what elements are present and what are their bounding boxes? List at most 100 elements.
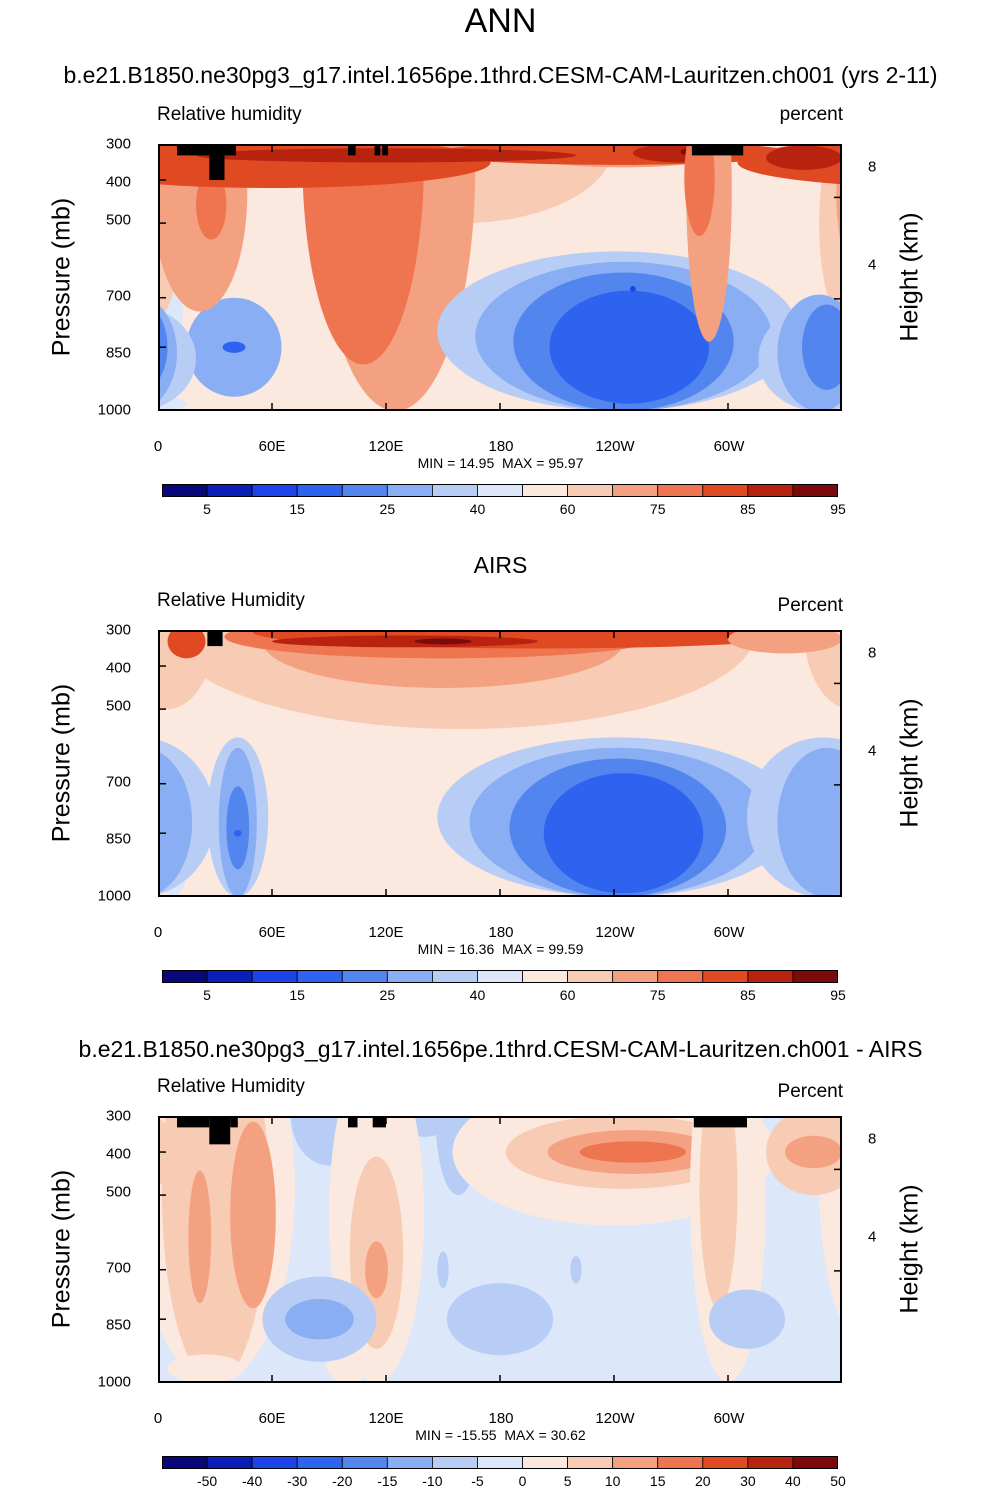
colorbar-box bbox=[162, 484, 208, 497]
pressure-tick: 500 bbox=[105, 1183, 131, 1201]
topography-mask bbox=[177, 1116, 210, 1128]
topography-mask bbox=[693, 1116, 747, 1128]
colorbar-box bbox=[386, 970, 433, 983]
contour-region bbox=[777, 747, 842, 897]
colorbar-label: 40 bbox=[469, 987, 486, 1003]
pressure-tick: 850 bbox=[105, 344, 131, 362]
pressure-tick: 1000 bbox=[97, 401, 131, 419]
pressure-tick: 500 bbox=[105, 211, 131, 229]
pressure-tick: 1000 bbox=[97, 1373, 131, 1391]
colorbar-label: -15 bbox=[377, 1473, 398, 1489]
contour-region bbox=[819, 144, 842, 317]
contour-region bbox=[570, 1255, 582, 1284]
contour-region bbox=[158, 1117, 177, 1187]
colorbar-label: 85 bbox=[740, 501, 756, 517]
colorbar-box bbox=[341, 484, 388, 497]
contour-region bbox=[630, 286, 636, 293]
colorbar-box bbox=[251, 970, 298, 983]
colorbar-box bbox=[477, 970, 523, 983]
panel-left-label: Relative Humidity bbox=[157, 1076, 305, 1097]
y2-axis-label: Height (km) bbox=[895, 1184, 924, 1314]
obs-title: AIRS bbox=[473, 552, 528, 578]
plot-frame bbox=[158, 630, 842, 897]
colorbar-box bbox=[477, 484, 523, 497]
colorbar-label: 5 bbox=[563, 1473, 572, 1489]
contour-region bbox=[167, 1354, 244, 1383]
colorbar-label: 60 bbox=[559, 987, 576, 1003]
colorbar-label: 20 bbox=[695, 1473, 711, 1489]
colorbar bbox=[162, 970, 838, 983]
colorbar-label: 95 bbox=[830, 987, 846, 1003]
topography-mask bbox=[374, 144, 381, 156]
contour-region bbox=[699, 1116, 738, 1309]
colorbar-label: -40 bbox=[242, 1473, 263, 1489]
colorbar-box bbox=[296, 970, 343, 983]
topography-mask bbox=[382, 144, 388, 156]
contour-region bbox=[302, 144, 424, 365]
pressure-tick: 400 bbox=[105, 659, 131, 677]
plot-frame bbox=[158, 144, 842, 411]
pressure-tick: 400 bbox=[105, 173, 131, 191]
colorbar-box bbox=[341, 1456, 388, 1469]
contour-region bbox=[579, 1141, 687, 1163]
lon-tick: 120E bbox=[368, 924, 404, 941]
lon-tick: 60W bbox=[713, 1410, 745, 1427]
colorbar-box bbox=[657, 1456, 704, 1469]
y2-axis-label: Height (km) bbox=[895, 212, 924, 342]
pressure-tick: 700 bbox=[105, 773, 131, 791]
height-tick: 4 bbox=[868, 256, 877, 274]
min-max-readout: MIN = -15.55 MAX = 30.62 bbox=[415, 1427, 586, 1443]
contour-region bbox=[412, 817, 436, 828]
topography-mask bbox=[230, 1116, 238, 1128]
colorbar-box bbox=[522, 1456, 568, 1469]
contour-region bbox=[728, 630, 842, 654]
contour-region bbox=[338, 830, 358, 883]
pressure-tick: 400 bbox=[105, 1145, 131, 1163]
lon-tick: 120W bbox=[595, 438, 635, 455]
contour-region bbox=[222, 341, 246, 353]
lon-tick: 0 bbox=[153, 438, 163, 455]
topography-mask bbox=[691, 144, 744, 156]
difference-title: b.e21.B1850.ne30pg3_g17.intel.1656pe.1th… bbox=[78, 1036, 923, 1062]
contour-plot bbox=[158, 1116, 842, 1383]
colorbar-label: 15 bbox=[649, 1473, 666, 1489]
panel-left-label: Relative humidity bbox=[157, 104, 302, 125]
colorbar-box bbox=[702, 1456, 749, 1469]
colorbar-box bbox=[522, 484, 568, 497]
pressure-tick: 850 bbox=[105, 1316, 131, 1334]
lon-tick: 180 bbox=[488, 438, 514, 455]
contour-region bbox=[549, 290, 709, 404]
colorbar-box bbox=[386, 1456, 433, 1469]
lon-tick: 120W bbox=[595, 1410, 635, 1427]
colorbar-label: 0 bbox=[518, 1473, 527, 1489]
pressure-tick: 700 bbox=[105, 1259, 131, 1277]
contour-region bbox=[272, 635, 538, 648]
colorbar-box bbox=[612, 970, 659, 983]
lon-tick: 180 bbox=[488, 1410, 514, 1427]
colorbar-box bbox=[612, 484, 659, 497]
colorbar-label: 15 bbox=[289, 501, 305, 517]
lon-tick: 0 bbox=[153, 924, 163, 941]
colorbar-label: 25 bbox=[379, 987, 396, 1003]
colorbar-label: 75 bbox=[649, 501, 666, 517]
colorbar-box bbox=[567, 1456, 614, 1469]
contour-region bbox=[684, 144, 715, 237]
min-max-readout: MIN = 16.36 MAX = 99.59 bbox=[417, 941, 584, 957]
colorbar-box bbox=[477, 1456, 523, 1469]
lon-tick: 120W bbox=[595, 924, 635, 941]
contour-region bbox=[785, 1135, 842, 1169]
y-axis-label: Pressure (mb) bbox=[47, 683, 76, 843]
pressure-tick: 1000 bbox=[97, 887, 131, 905]
lon-tick: 120E bbox=[368, 438, 404, 455]
colorbar-label: -20 bbox=[332, 1473, 353, 1489]
colorbar-label: 60 bbox=[559, 501, 576, 517]
colorbar-box bbox=[792, 970, 838, 983]
colorbar-label: 40 bbox=[785, 1473, 801, 1489]
colorbar-box bbox=[296, 484, 343, 497]
lon-tick: 120E bbox=[368, 1410, 404, 1427]
lon-tick: 180 bbox=[488, 924, 514, 941]
lon-tick: 60W bbox=[713, 924, 745, 941]
y-axis-label: Pressure (mb) bbox=[47, 197, 76, 357]
contour-region bbox=[437, 1251, 449, 1289]
contour-region bbox=[234, 829, 242, 837]
